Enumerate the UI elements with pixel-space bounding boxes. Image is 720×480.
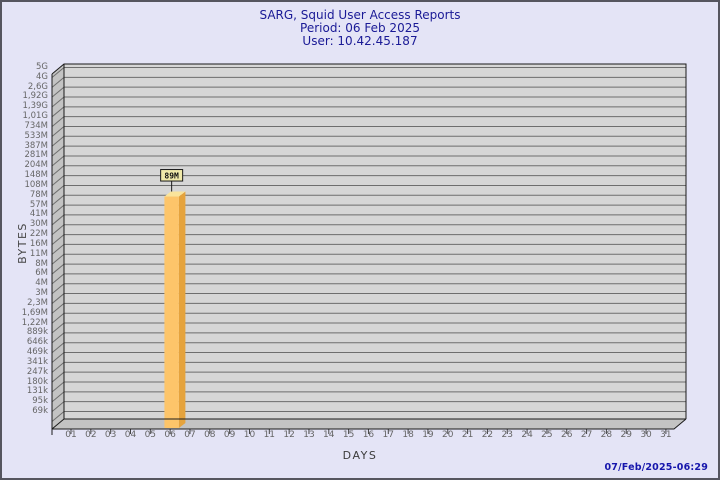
- generation-timestamp: 07/Feb/2025-06:29: [604, 462, 708, 473]
- x-tick-label: 24: [521, 430, 533, 440]
- bar-value-label: 89M: [164, 172, 179, 181]
- y-tick-label: 8M: [35, 258, 48, 269]
- chart-period-subtitle: Period: 06 Feb 2025: [300, 21, 420, 35]
- y-tick-label: 1,39G: [22, 101, 48, 112]
- chart-title: SARG, Squid User Access Reports: [259, 8, 461, 22]
- y-tick-label: 1,01G: [22, 111, 48, 122]
- y-tick-label: 387M: [24, 140, 48, 151]
- x-tick-label: 11: [263, 430, 276, 440]
- x-tick-label: 31: [660, 430, 672, 440]
- floor: [52, 419, 686, 429]
- bar-side-face: [178, 191, 186, 428]
- x-tick-label: 18: [402, 430, 414, 440]
- x-tick-label: 30: [640, 430, 652, 440]
- x-tick-label: 06: [164, 430, 176, 440]
- x-tick-label: 22: [481, 430, 494, 440]
- axes-frame: [51, 63, 687, 435]
- y-tick-label: 11M: [29, 248, 48, 259]
- x-tick-label: 14: [323, 430, 335, 440]
- y-tick-label: 57M: [29, 199, 48, 210]
- chart-user-subtitle: User: 10.42.45.187: [302, 34, 418, 48]
- y-tick-label: 6M: [35, 268, 48, 279]
- x-tick-label: 16: [362, 430, 375, 440]
- x-tick-label: 27: [580, 430, 593, 440]
- bar-top-face: [164, 191, 186, 197]
- x-tick-label: 09: [223, 430, 236, 440]
- bar-front-face: [164, 196, 179, 428]
- x-tick-label: 23: [501, 430, 513, 440]
- y-tick-label: 4G: [36, 71, 48, 82]
- y-tick-label: 30M: [29, 219, 48, 230]
- x-tick-label: 08: [204, 430, 216, 440]
- x-tick-label: 05: [144, 430, 157, 440]
- x-tick-label: 15: [342, 430, 355, 440]
- y-tick-label: 646k: [26, 337, 48, 348]
- y-tick-label: 469k: [26, 347, 48, 358]
- y-tick-label: 1,92G: [22, 91, 48, 102]
- y-tick-label: 22M: [29, 229, 48, 240]
- value-label-box: [160, 169, 184, 182]
- x-tick-label: 20: [442, 430, 454, 440]
- y-tick-label: 281M: [24, 150, 48, 161]
- x-tick-label: 03: [104, 430, 117, 440]
- x-axis-tick-labels: 01 02 03 04 05 06 07 08 09 10 11 12 13 14 15 16 17 18 19 20…: [2, 430, 718, 443]
- x-tick-label: 02: [85, 430, 97, 440]
- y-tick-label: 108M: [24, 179, 48, 190]
- x-tick-label: 12: [283, 430, 295, 440]
- y-tick-label: 2,3M: [27, 297, 48, 308]
- x-tick-label: 07: [184, 430, 196, 440]
- y-tick-label: 131k: [26, 386, 48, 397]
- y-tick-label: 78M: [29, 189, 48, 200]
- y-tick-label: 533M: [24, 130, 48, 141]
- x-tick-label: 19: [422, 430, 434, 440]
- x-tick-label: 26: [561, 430, 573, 440]
- x-tick-label: 21: [461, 430, 474, 440]
- y-tick-label: 204M: [24, 160, 48, 171]
- x-tick-label: 10: [243, 430, 256, 440]
- y-axis-title: BYTES: [16, 222, 29, 264]
- y-tick-label: 889k: [26, 327, 48, 338]
- x-tick-label: 17: [382, 430, 394, 440]
- x-tick-label: 13: [303, 430, 315, 440]
- y-tick-label: 5G: [36, 62, 48, 72]
- y-tick-label: 41M: [29, 209, 48, 220]
- y-tick-label: 16M: [29, 238, 48, 249]
- x-axis-title: DAYS: [342, 449, 378, 462]
- y-tick-label: 148M: [24, 170, 48, 181]
- x-tick-label: 01: [65, 430, 77, 440]
- x-tick-label: 28: [600, 430, 613, 440]
- y-tick-label: 69k: [32, 406, 48, 416]
- y-tick-label: 95k: [32, 396, 48, 407]
- y-tick-label: 1,22M: [21, 317, 48, 328]
- y-axis-tick-labels: 5G 4G 2,6G 1,92G 1,39G 1,01G 734M 533M 387M 281M 2…: [2, 2, 48, 478]
- y-tick-label: 3M: [35, 288, 48, 299]
- x-tick-label: 25: [541, 430, 553, 440]
- y-tick-label: 2,6G: [27, 81, 48, 92]
- x-tick-label: 04: [124, 430, 137, 440]
- y-tick-label: 180k: [26, 376, 48, 387]
- x-tick-label: 29: [620, 430, 632, 440]
- y-tick-label: 4M: [35, 278, 48, 289]
- y-tick-label: 341k: [26, 356, 48, 367]
- left-wall: [52, 64, 64, 429]
- y-tick-label: 734M: [24, 120, 48, 131]
- y-tick-label: 247k: [26, 366, 48, 377]
- plot-area: [64, 64, 686, 419]
- y-tick-label: 1,69M: [21, 307, 48, 318]
